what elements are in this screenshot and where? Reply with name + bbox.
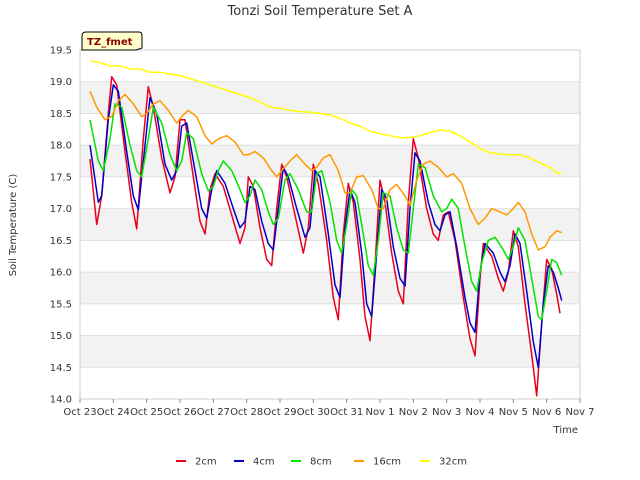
y-tick-label: 19.5 (50, 46, 72, 57)
site-tag: TZ_fmet (81, 31, 143, 51)
band (80, 81, 580, 114)
y-tick-label: 15.0 (50, 331, 72, 342)
x-axis-ticks: Oct 23 Oct 24 Oct 25 Oct 26 Oct 27 Oct 28 Oct … (63, 399, 595, 418)
x-tick-label: Nov 7 (565, 407, 594, 418)
y-tick-label: 16.5 (50, 236, 72, 247)
x-tick-label: Nov 5 (499, 407, 528, 418)
x-tick-label: Oct 30 (297, 407, 330, 418)
x-tick-label: Oct 24 (97, 407, 130, 418)
y-tick-label: 19.0 (50, 77, 72, 88)
x-tick-label: Oct 23 (63, 407, 96, 418)
y-tick-label: 17.5 (50, 172, 72, 183)
x-tick-label: Nov 6 (532, 407, 561, 418)
series-line-8cm (89, 103, 563, 321)
chart-title: Tonzi Soil Temperature Set A (227, 4, 413, 19)
site-tag-label: TZ_fmet (87, 37, 133, 48)
x-tick-label: Nov 3 (432, 407, 461, 418)
legend-label-2cm: 2cm (195, 457, 217, 468)
plot-frame (79, 49, 581, 400)
legend-label-8cm: 8cm (310, 457, 332, 468)
y-tick-label: 15.5 (50, 299, 72, 310)
y-tick-label: 17.0 (50, 204, 72, 215)
x-axis-label: Time (553, 425, 578, 436)
x-tick-label: Nov 1 (365, 407, 394, 418)
site-tag-box (81, 31, 143, 51)
x-tick-label: Oct 28 (230, 407, 263, 418)
band (80, 208, 580, 241)
legend: 2cm 4cm 8cm 16cm 32cm (176, 457, 467, 468)
y-tick-label: 14.0 (50, 395, 72, 406)
band (80, 272, 580, 304)
band (80, 303, 580, 336)
series-line-32cm (89, 60, 562, 174)
legend-label-4cm: 4cm (253, 457, 275, 468)
band (80, 367, 580, 399)
series-line-2cm (89, 75, 561, 397)
x-tick-label: Nov 2 (399, 407, 428, 418)
y-axis-ticks: 14.0 14.5 15.0 15.5 16.0 16.5 17.0 17.5 18.0 18.5… (50, 46, 72, 406)
x-tick-label: Nov 4 (465, 407, 494, 418)
series-line-16cm (89, 90, 562, 251)
x-tick-label: Oct 25 (130, 407, 163, 418)
y-tick-label: 18.5 (50, 109, 72, 120)
y-axis-label: Soil Temperature (C) (8, 174, 19, 277)
legend-label-16cm: 16cm (373, 457, 401, 468)
band (80, 145, 580, 177)
x-tick-label: Oct 31 (330, 407, 363, 418)
series-lines (89, 60, 563, 397)
band (80, 50, 580, 82)
legend-label-32cm: 32cm (439, 457, 467, 468)
y-tick-label: 16.0 (50, 268, 72, 279)
band (80, 335, 580, 368)
x-tick-label: Oct 27 (197, 407, 230, 418)
x-tick-label: Oct 26 (163, 407, 196, 418)
x-tick-label: Oct 29 (263, 407, 296, 418)
y-tick-label: 18.0 (50, 141, 72, 152)
series-line-4cm (89, 84, 563, 369)
y-tick-label: 14.5 (50, 363, 72, 374)
